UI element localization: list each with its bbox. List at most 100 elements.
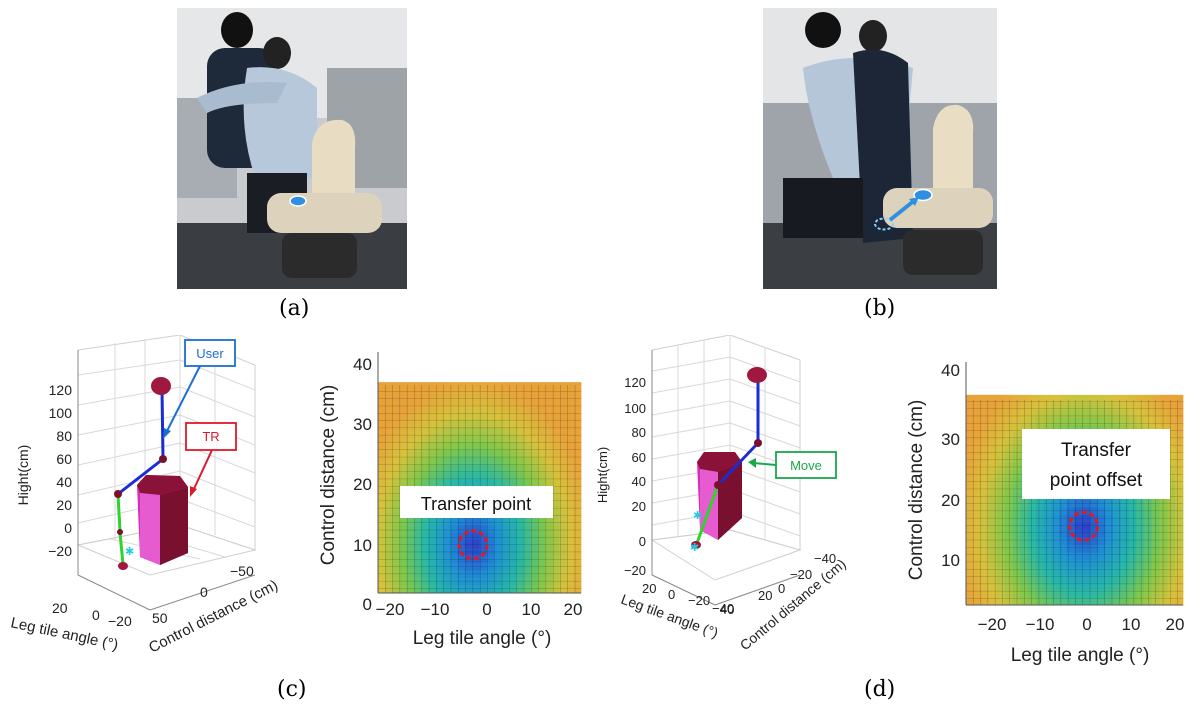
heatmap-c-ytick: 10 [353, 536, 372, 555]
heatmap-c-xtick: −10 [421, 600, 450, 619]
heatmap-c-xtick: 10 [522, 600, 541, 619]
plot3d-d-ytick: 20 [758, 588, 772, 603]
plot3d-c-xtick: 20 [52, 600, 68, 616]
heatmap-c-ylabel: Control distance (cm) [318, 385, 339, 566]
heatmap-cell [1043, 394, 1052, 403]
plot3d-d-xtick: 20 [642, 581, 656, 596]
panel-label-a: (a) [279, 296, 310, 321]
marker-d-glyph-2: ✱ [690, 542, 699, 554]
plot3d-d-ztick: 60 [632, 450, 646, 465]
heatmap-c-ytick: 20 [353, 475, 372, 494]
plot3d-c-xlabel: Leg tile angle (°) [9, 614, 120, 653]
heatmap-c-xtick: 20 [564, 600, 583, 619]
plot3d-c-xtick: −20 [108, 613, 132, 629]
heatmap-d-xtick: 20 [1166, 615, 1185, 634]
skeleton-thigh [117, 457, 164, 496]
heatmap-d-ytick: 20 [941, 491, 960, 510]
heatmap-d-xlabel: Leg tile angle (°) [1011, 645, 1150, 666]
heatmap-cell [1028, 394, 1037, 403]
skeleton-ankle-joint [117, 529, 123, 535]
callout-user-arrow [165, 365, 201, 434]
heatmap-d-annotation-box [1022, 429, 1170, 499]
photo-b [763, 8, 997, 289]
heatmap-c-annotation: Transfer point [421, 494, 531, 514]
heatmap-cell [1035, 394, 1044, 403]
panel-label-b: (b) [864, 296, 896, 321]
callout-tr: TR [202, 429, 219, 444]
heatmap-d-xtick: 10 [1122, 615, 1141, 634]
heatmap-c-xlabel: Leg tile angle (°) [413, 628, 552, 649]
callout-tr-box [185, 422, 237, 451]
plot3d-c: 120 100 80 60 40 20 0 −20 Hight(cm) 20 0… [0, 334, 310, 675]
heatmap-d-xtick: 0 [1082, 615, 1091, 634]
plot3d-d-ytick: −20 [790, 567, 812, 582]
plot3d-c-ztick: 20 [56, 497, 72, 513]
plot3d-c-ytick: 50 [152, 610, 168, 626]
plot3d-c-ztick: 100 [49, 405, 73, 421]
skeleton-knee-joint [114, 490, 122, 498]
heatmap-d-svg: −20 −10 0 10 20 10 20 30 40 Leg tile ang… [906, 361, 1185, 666]
skeleton-torso [160, 389, 165, 459]
heatmap-cell [1152, 394, 1161, 403]
plot3d-d-xtick: −40 [712, 601, 734, 616]
heatmap-cell [981, 394, 990, 403]
plot3d-d-ztick: 40 [632, 474, 646, 489]
heatmap-cell [1128, 394, 1137, 403]
plot3d-d-zlabel: Hight(cm) [595, 447, 610, 503]
heatmap-cell [1175, 394, 1184, 403]
skeleton-d-head [747, 367, 767, 383]
plot3d-d-xtick: −20 [688, 593, 710, 608]
heatmap-c-annotation-box [400, 486, 553, 518]
skeleton-foot [118, 562, 128, 570]
heatmap-d-minimum-marker [1068, 510, 1100, 542]
heatmap-cell [966, 394, 975, 403]
heatmap-c-ytick: 0 [363, 595, 372, 614]
heatmap-cell [1066, 394, 1075, 403]
plot3d-d: 120 100 80 60 40 20 0 −20 Hight(cm) 20 0… [590, 334, 900, 675]
skeleton-hip-joint [159, 455, 167, 463]
heatmap-d-annotation-line2: point offset [1050, 470, 1143, 491]
plot3d-d-ztick: 20 [632, 499, 646, 514]
heatmap-cell [989, 394, 998, 403]
heatmap-cell [1097, 394, 1106, 403]
callout-move-arrow [753, 462, 777, 466]
heatmap-d: −20 −10 0 10 20 10 20 30 40 Leg tile ang… [900, 350, 1190, 670]
tr-prism [137, 475, 188, 565]
photo-b-illustration [763, 8, 997, 289]
photo-a-illustration [177, 8, 407, 289]
panel-label-d: (d) [864, 677, 896, 702]
heatmap-c-ytick: 30 [353, 415, 372, 434]
skeleton-d-knee-joint [714, 481, 722, 489]
heatmap-c-ytick: 40 [353, 355, 372, 374]
heatmap-cell [1051, 394, 1060, 403]
plot3d-c-ytick: −50 [230, 563, 254, 579]
plot3d-c-ztick: −20 [48, 543, 72, 559]
plot3d-d-xtick: 0 [668, 587, 675, 602]
heatmap-cell [1113, 394, 1122, 403]
callout-user: User [196, 346, 224, 361]
heatmap-d-ytick: 30 [941, 430, 960, 449]
plot3d-c-zlabel: Hight(cm) [15, 445, 31, 506]
plot3d-d-ztick: 100 [624, 401, 646, 416]
heatmap-cell [997, 394, 1006, 403]
heatmap-d-ylabel: Control distance (cm) [906, 400, 927, 581]
heatmap-c-svg: −20 −10 0 10 20 0 10 20 30 40 Leg tile a… [318, 352, 583, 649]
plot3d-c-svg: 120 100 80 60 40 20 0 −20 Hight(cm) 20 0… [9, 334, 281, 657]
skeleton-shin-upper [116, 494, 122, 532]
heatmap-cell [1074, 394, 1083, 403]
photo-a [177, 8, 407, 289]
plot3d-d-ztick: −20 [624, 563, 646, 578]
skeleton-shin-lower [118, 532, 125, 565]
callout-user-box [184, 339, 236, 367]
heatmap-c-xtick: −20 [376, 600, 405, 619]
plot3d-d-ztick: 80 [632, 425, 646, 440]
heatmap-cell [1136, 394, 1145, 403]
skeleton-d-thigh [716, 441, 760, 487]
heatmap-cell [1090, 394, 1099, 403]
heatmap-d-annotation-line1: Transfer [1061, 440, 1132, 461]
plot3d-c-xtick: 0 [92, 607, 100, 623]
panel-label-c: (c) [277, 677, 307, 702]
plot3d-c-ztick: 120 [49, 382, 73, 398]
heatmap-cell [1144, 394, 1153, 403]
heatmap-cell [973, 394, 982, 403]
